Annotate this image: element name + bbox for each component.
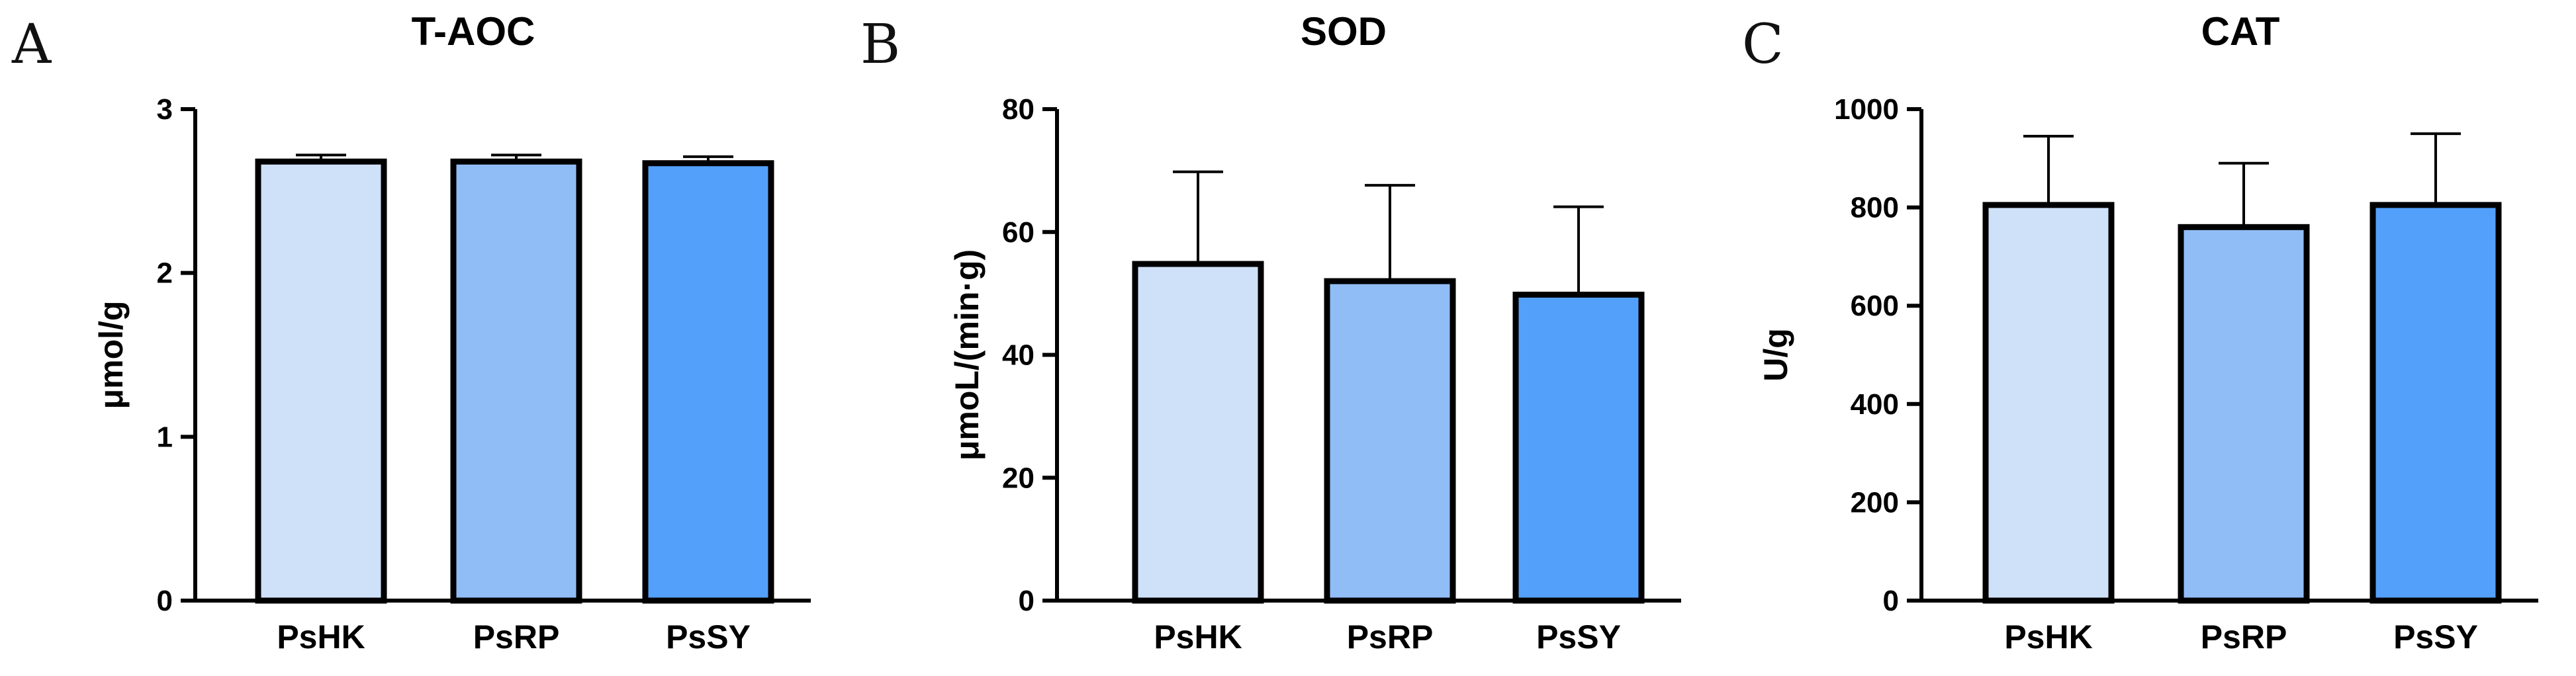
x-tick-label: PsRP <box>2201 618 2287 655</box>
panel-b: B SOD μmoL/(min·g) 0 20 40 60 80 PsHK PsRP PsSY <box>860 9 1681 655</box>
y-tick-label: 0 <box>157 585 173 617</box>
x-tick-label: PsSY <box>666 618 751 655</box>
y-axis-label: U/g <box>1757 328 1794 382</box>
chart-title: CAT <box>2201 9 2280 54</box>
x-tick-label: PsSY <box>1536 618 1621 655</box>
x-tick-label: PsHK <box>277 618 365 655</box>
y-tick-label: 40 <box>1002 339 1035 372</box>
chart-title: SOD <box>1301 9 1387 54</box>
y-tick-label: 800 <box>1851 192 1899 224</box>
bar-psrp <box>450 158 582 604</box>
y-tick-label: 1000 <box>1834 93 1899 126</box>
x-tick-label: PsRP <box>1347 618 1434 655</box>
y-tick-label: 0 <box>1019 585 1035 617</box>
bar-pssy <box>642 160 774 604</box>
x-tick-label: PsHK <box>1154 618 1242 655</box>
y-tick-label: 0 <box>1883 585 1899 617</box>
panel-letter: C <box>1742 13 1784 76</box>
bar-psrp <box>1324 278 1456 604</box>
x-tick-label: PsHK <box>2004 618 2092 655</box>
y-tick-label: 600 <box>1851 290 1899 322</box>
y-tick-label: 80 <box>1002 93 1035 126</box>
bar-pshk <box>255 158 387 604</box>
panel-letter: A <box>11 13 52 76</box>
y-tick-label: 1 <box>157 421 173 453</box>
y-tick-label: 2 <box>157 257 173 290</box>
x-tick-label: PsRP <box>473 618 560 655</box>
y-tick-label: 20 <box>1002 462 1035 494</box>
y-tick-label: 60 <box>1002 216 1035 249</box>
panel-c: C CAT U/g 0 200 400 600 800 1000 PsHK PsRP PsSY <box>1742 9 2538 655</box>
y-axis-label: μmoL/(min·g) <box>948 249 986 460</box>
chart-title: T-AOC <box>412 9 535 54</box>
y-tick-label: 200 <box>1851 486 1899 519</box>
y-tick-label: 3 <box>157 93 173 126</box>
y-tick-label: 400 <box>1851 388 1899 421</box>
bar-pssy <box>2369 202 2502 604</box>
bar-pshk <box>1982 202 2115 604</box>
bar-pssy <box>1512 291 1645 604</box>
bar-pshk <box>1132 261 1264 604</box>
bar-psrp <box>2178 224 2310 604</box>
x-tick-label: PsSY <box>2393 618 2478 655</box>
panel-letter: B <box>860 13 900 76</box>
y-axis-label: μmol/g <box>93 301 130 409</box>
panel-a: A T-AOC μmol/g 0 1 2 3 PsHK PsRP PsSY <box>11 9 811 655</box>
